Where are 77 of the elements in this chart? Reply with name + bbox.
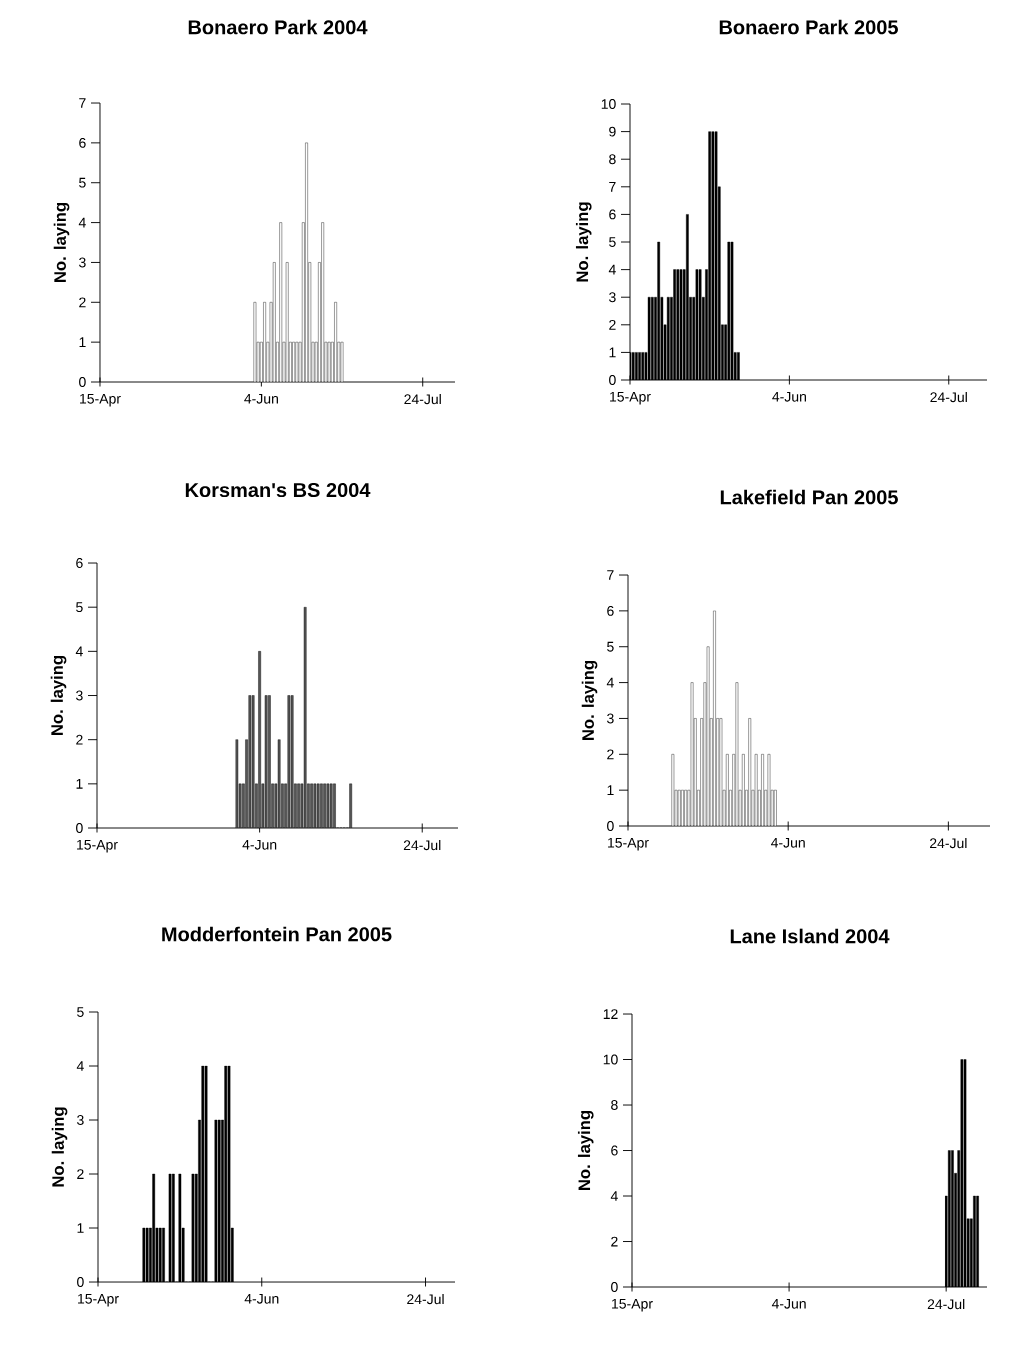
- y-tick-label: 5: [609, 237, 616, 247]
- x-tick-label: 24-Jul: [930, 837, 967, 849]
- y-tick-label: 4: [78, 217, 86, 228]
- y-tick-label: 8: [609, 154, 616, 165]
- chart-title: Lane Island 2004: [730, 928, 890, 944]
- y-tick-label: 4: [610, 1191, 618, 1201]
- y-tick-label: 7: [79, 98, 86, 108]
- y-tick-label: 1: [609, 347, 616, 358]
- chart-title: Bonaero Park 2005: [719, 19, 898, 35]
- y-tick-label: 12: [603, 1009, 618, 1019]
- y-tick-label: 5: [79, 177, 86, 188]
- y-tick-label: 6: [607, 605, 614, 616]
- x-tick-label: 4-Jun: [244, 1293, 279, 1304]
- x-tick-label: 24-Jul: [930, 391, 967, 403]
- y-tick-label: 2: [609, 319, 616, 330]
- y-tick-label: 5: [607, 641, 614, 652]
- chart-title: Korsman's BS 2004: [185, 482, 371, 498]
- y-tick-label: 5: [76, 602, 83, 613]
- x-tick-label: 4-Jun: [244, 393, 278, 404]
- y-tick-label: 0: [79, 377, 86, 387]
- y-tick-label: 2: [607, 749, 614, 760]
- chart-title: Bonaero Park 2004: [188, 19, 368, 35]
- y-tick-label: 5: [77, 1007, 84, 1017]
- y-axis-title: No. laying: [51, 1107, 68, 1187]
- x-tick-label: 15-Apr: [80, 393, 121, 407]
- y-tick-label: 7: [609, 182, 616, 192]
- y-tick-label: 3: [76, 690, 83, 701]
- x-tick-label: 4-Jun: [770, 837, 805, 848]
- chart-title: Lakefield Pan 2005: [720, 489, 898, 505]
- y-tick-label: 0: [607, 821, 614, 831]
- y-axis-title: No. laying: [577, 1111, 594, 1190]
- y-tick-label: 4: [75, 646, 83, 657]
- y-tick-label: 3: [79, 257, 86, 268]
- y-tick-label: 8: [611, 1100, 618, 1110]
- x-tick-label: 24-Jul: [407, 1293, 444, 1305]
- y-tick-label: 1: [607, 785, 614, 795]
- y-axis-title: No. laying: [575, 202, 592, 282]
- y-tick-label: 1: [76, 779, 83, 789]
- y-tick-label: 7: [607, 570, 614, 580]
- y-tick-label: 10: [603, 1054, 618, 1065]
- y-tick-label: 4: [606, 677, 614, 688]
- x-tick-label: 15-Apr: [612, 1298, 653, 1312]
- y-tick-label: 6: [611, 1145, 618, 1156]
- y-axis-title: No. laying: [581, 661, 598, 740]
- y-tick-label: 0: [609, 375, 616, 385]
- y-axis-title: No. laying: [50, 656, 67, 735]
- y-axis-title: No. laying: [53, 203, 70, 282]
- x-tick-label: 24-Jul: [927, 1298, 965, 1310]
- x-tick-label: 4-Jun: [771, 1298, 806, 1309]
- x-tick-label: 4-Jun: [772, 391, 806, 402]
- x-tick-label: 15-Apr: [608, 837, 649, 851]
- chart-title: Modderfontein Pan 2005: [162, 926, 392, 942]
- y-tick-label: 2: [76, 734, 83, 745]
- y-tick-label: 9: [609, 126, 616, 137]
- x-tick-label: 15-Apr: [610, 391, 651, 405]
- x-tick-label: 24-Jul: [403, 839, 441, 851]
- y-tick-label: 2: [611, 1236, 618, 1247]
- y-tick-label: 4: [608, 264, 616, 275]
- y-tick-label: 4: [76, 1061, 84, 1071]
- x-tick-label: 24-Jul: [404, 393, 441, 405]
- y-tick-label: 6: [79, 137, 86, 148]
- x-tick-label: 15-Apr: [78, 1293, 119, 1307]
- y-tick-label: 3: [77, 1115, 84, 1125]
- y-tick-label: 1: [79, 337, 86, 347]
- y-tick-label: 2: [77, 1169, 84, 1179]
- y-tick-label: 6: [609, 209, 616, 220]
- y-tick-label: 0: [77, 1277, 84, 1287]
- y-tick-label: 1: [77, 1223, 84, 1233]
- y-tick-label: 0: [611, 1282, 618, 1292]
- x-tick-label: 15-Apr: [77, 839, 118, 853]
- y-tick-label: 6: [76, 558, 83, 568]
- y-tick-label: 3: [607, 713, 614, 724]
- y-tick-label: 10: [601, 99, 616, 109]
- y-tick-label: 2: [79, 297, 86, 308]
- y-tick-label: 3: [609, 292, 616, 303]
- y-tick-label: 0: [76, 823, 83, 833]
- x-tick-label: 4-Jun: [242, 839, 277, 850]
